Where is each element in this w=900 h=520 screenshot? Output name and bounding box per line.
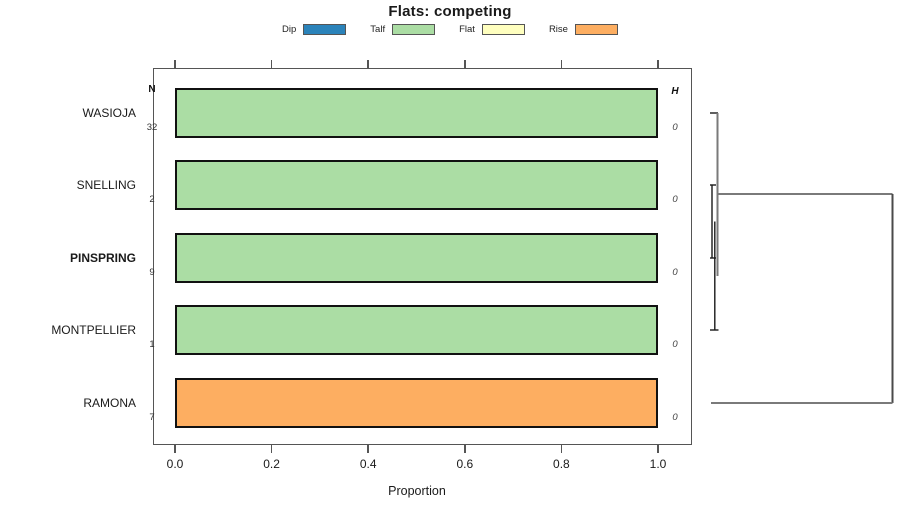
x-axis-tick <box>367 60 369 68</box>
n-value: 1 <box>149 339 155 350</box>
legend-item: Flat <box>459 24 525 35</box>
legend-item-label: Flat <box>459 24 475 35</box>
x-axis-tick <box>174 445 176 453</box>
n-value: 7 <box>149 412 155 423</box>
x-axis-tick <box>174 60 176 68</box>
y-axis-label: SNELLING <box>76 178 136 192</box>
legend-item-label: Rise <box>548 24 568 35</box>
proportion-bar <box>175 88 658 138</box>
x-axis-tick <box>464 445 466 453</box>
bar-segment <box>177 90 656 136</box>
h-value: 0 <box>672 194 678 205</box>
bar-segment <box>177 235 656 281</box>
legend: Dip Talf Flat Rise <box>30 24 870 35</box>
legend-item: Dip <box>282 24 347 35</box>
y-axis-label: PINSPRING <box>69 251 136 265</box>
n-value: 2 <box>149 194 155 205</box>
bar-segment <box>177 307 656 353</box>
h-value: 0 <box>672 267 678 278</box>
legend-swatch <box>392 24 436 35</box>
proportion-bar <box>175 233 658 283</box>
x-axis-tick-label: 0.0 <box>166 457 184 471</box>
n-column-header: N <box>148 84 156 95</box>
n-value: 32 <box>146 122 158 133</box>
x-axis-tick <box>657 60 659 68</box>
legend-item: Rise <box>549 24 618 35</box>
proportion-bar <box>175 378 658 428</box>
legend-item: Talf <box>370 24 436 35</box>
x-axis-tick <box>367 445 369 453</box>
y-axis-label: WASIOJA <box>82 106 136 120</box>
n-value: 9 <box>149 267 155 278</box>
h-value: 0 <box>672 412 678 423</box>
x-axis-tick <box>560 445 563 453</box>
legend-item-label: Talf <box>370 24 386 35</box>
h-value: 0 <box>672 339 678 350</box>
x-axis-label: Proportion <box>388 484 446 498</box>
x-axis-tick-label: 0.8 <box>553 457 570 471</box>
x-axis-tick <box>657 445 659 453</box>
legend-swatch <box>481 24 525 35</box>
proportion-bar <box>175 160 658 210</box>
x-axis-tick-label: 0.6 <box>456 457 474 471</box>
legend-item-label: Dip <box>282 24 297 35</box>
bar-segment <box>177 380 656 426</box>
legend-swatch <box>303 24 347 35</box>
chart-title: Flats: competing <box>388 3 512 20</box>
h-value: 0 <box>672 122 678 133</box>
x-axis-tick-label: 0.2 <box>263 457 280 471</box>
legend-swatch <box>574 24 618 35</box>
x-axis-tick <box>464 60 466 68</box>
y-axis-label: MONTPELLIER <box>51 323 136 337</box>
y-axis-label: RAMONA <box>83 396 136 410</box>
x-axis-tick-label: 0.4 <box>359 457 377 471</box>
x-axis-tick <box>270 445 273 453</box>
x-axis-tick <box>560 60 563 68</box>
proportion-bar <box>175 305 658 355</box>
x-axis-tick-label: 1.0 <box>649 457 667 471</box>
x-axis-tick <box>270 60 273 68</box>
h-column-header: H <box>671 86 679 97</box>
bar-segment <box>177 162 656 208</box>
